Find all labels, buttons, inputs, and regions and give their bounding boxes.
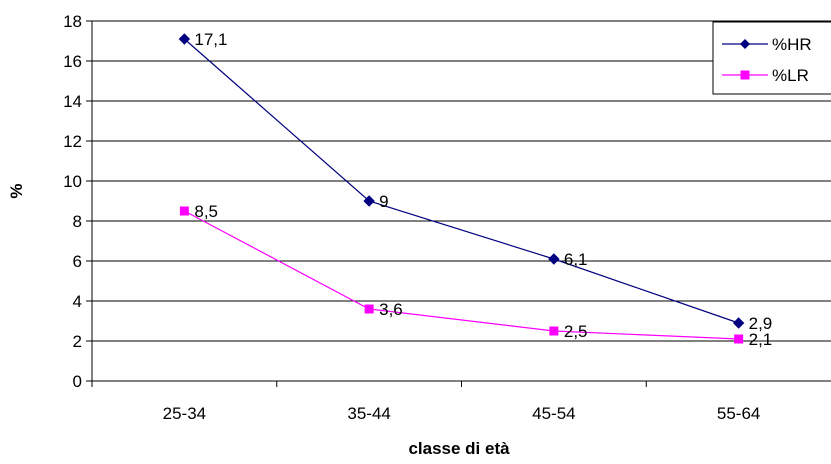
legend-label-lr: %LR <box>772 66 809 85</box>
legend-item-lr: %LR <box>722 66 809 85</box>
data-point-hr-45-54 <box>548 253 560 265</box>
y-tick-label-4: 4 <box>73 292 82 311</box>
y-tick-label-10: 10 <box>63 172 82 191</box>
y-tick-label-2: 2 <box>73 332 82 351</box>
data-label-lr-35-44: 3,6 <box>379 300 403 319</box>
legend-marker-lr <box>740 70 750 80</box>
data-label-hr-35-44: 9 <box>379 192 388 211</box>
data-labels: 17,1 9 6,1 2,9 8,5 3,6 2,5 2,1 <box>194 30 772 349</box>
data-point-hr-55-64 <box>732 317 745 329</box>
y-tick-label-16: 16 <box>63 52 82 71</box>
y-tick-label-8: 8 <box>73 212 82 231</box>
y-tick-label-0: 0 <box>73 372 82 391</box>
grid-lines <box>92 20 831 342</box>
x-tick-label-45-54: 45-54 <box>532 404 575 423</box>
legend: %HR %LR <box>712 21 831 95</box>
data-point-lr-55-64 <box>734 334 744 344</box>
x-tick-label-25-34: 25-34 <box>163 404 206 423</box>
data-point-lr-35-44 <box>364 304 374 314</box>
series-line-hr <box>183 38 739 324</box>
data-label-lr-45-54: 2,5 <box>564 322 588 341</box>
data-point-hr-25-34 <box>178 33 191 45</box>
y-axis-title: % <box>7 183 26 198</box>
data-point-hr-35-44 <box>363 195 375 207</box>
data-point-lr-25-34 <box>179 206 189 216</box>
x-tick-label-55-64: 55-64 <box>717 404 760 423</box>
data-label-lr-25-34: 8,5 <box>194 202 218 221</box>
legend-item-hr: %HR <box>722 35 812 54</box>
x-tick-label-35-44: 35-44 <box>347 404 390 423</box>
data-label-hr-45-54: 6,1 <box>564 250 588 269</box>
data-label-hr-25-34: 17,1 <box>194 30 227 49</box>
axes: 0 2 4 6 8 10 12 14 16 18 25-34 35-44 45-54 55-64 <box>63 12 831 423</box>
data-label-hr-55-64: 2,9 <box>749 314 773 333</box>
y-tick-label-18: 18 <box>63 12 82 31</box>
series-group <box>178 33 745 344</box>
data-label-lr-55-64: 2,1 <box>749 330 773 349</box>
legend-marker-hr <box>740 39 750 49</box>
legend-label-hr: %HR <box>772 35 812 54</box>
data-point-lr-45-54 <box>549 326 559 336</box>
legend-box <box>712 21 831 95</box>
y-tick-label-14: 14 <box>63 92 82 111</box>
series-line-lr <box>184 210 739 340</box>
y-tick-label-6: 6 <box>73 252 82 271</box>
x-axis-title: classe di età <box>408 439 510 458</box>
y-tick-label-12: 12 <box>63 132 82 151</box>
